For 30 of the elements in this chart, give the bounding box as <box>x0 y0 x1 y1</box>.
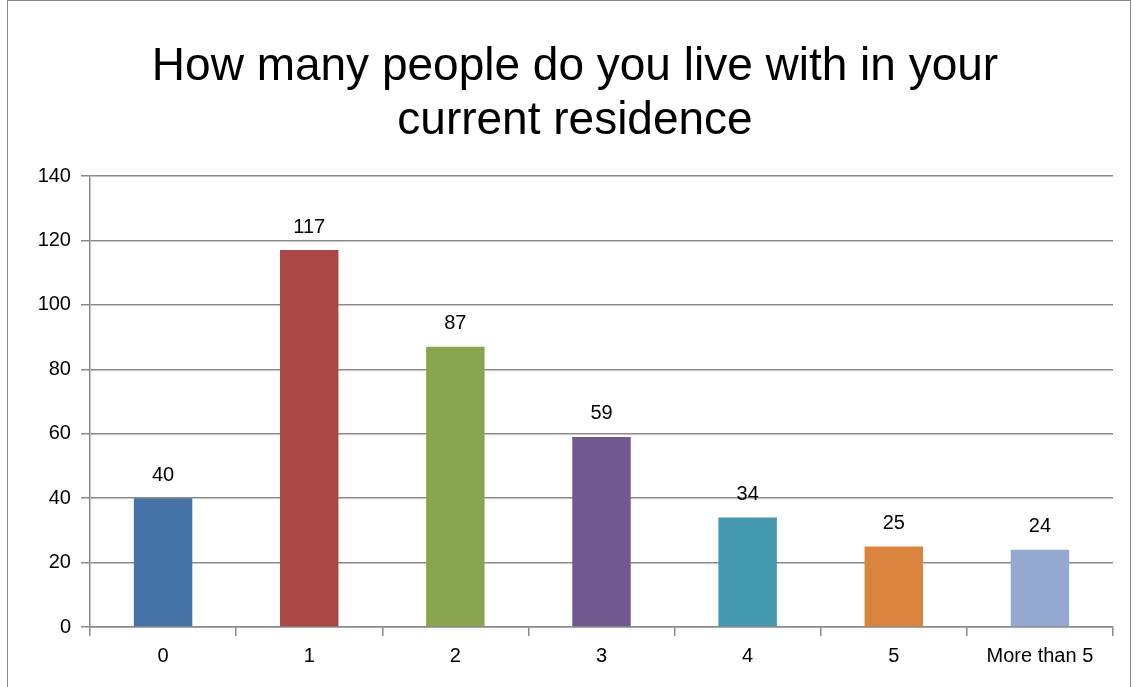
y-tick-label: 100 <box>37 292 71 315</box>
x-tick-label: 4 <box>742 643 754 666</box>
bar <box>279 250 339 627</box>
x-tick-label: 3 <box>595 643 608 666</box>
x-tick-label: 1 <box>303 643 315 666</box>
y-tick-label: 40 <box>48 485 71 508</box>
data-label: 40 <box>151 462 175 485</box>
data-label: 59 <box>590 401 613 424</box>
y-tick-label: 140 <box>37 163 71 186</box>
x-tick-label: 2 <box>449 643 461 666</box>
bar <box>718 517 777 627</box>
x-tick-label: 5 <box>888 643 900 666</box>
x-tick-label: More than 5 <box>986 643 1094 666</box>
data-label: 87 <box>444 311 467 334</box>
y-tick-label: 120 <box>37 227 71 250</box>
y-tick-label: 0 <box>59 614 71 637</box>
x-tick-label: 0 <box>157 643 169 666</box>
y-tick-label: 80 <box>48 356 71 379</box>
data-label: 24 <box>1028 514 1052 537</box>
bar <box>864 546 924 627</box>
bar <box>426 346 485 627</box>
y-tick-label: 60 <box>48 421 71 444</box>
bar <box>572 436 631 627</box>
chart-title: How many people do you live with in your current residence <box>150 37 1000 145</box>
y-tick-label: 20 <box>48 550 71 573</box>
bar <box>133 498 193 627</box>
bar <box>1010 549 1070 627</box>
data-label: 117 <box>293 214 326 237</box>
data-label: 34 <box>736 481 759 504</box>
data-label: 25 <box>882 510 905 533</box>
